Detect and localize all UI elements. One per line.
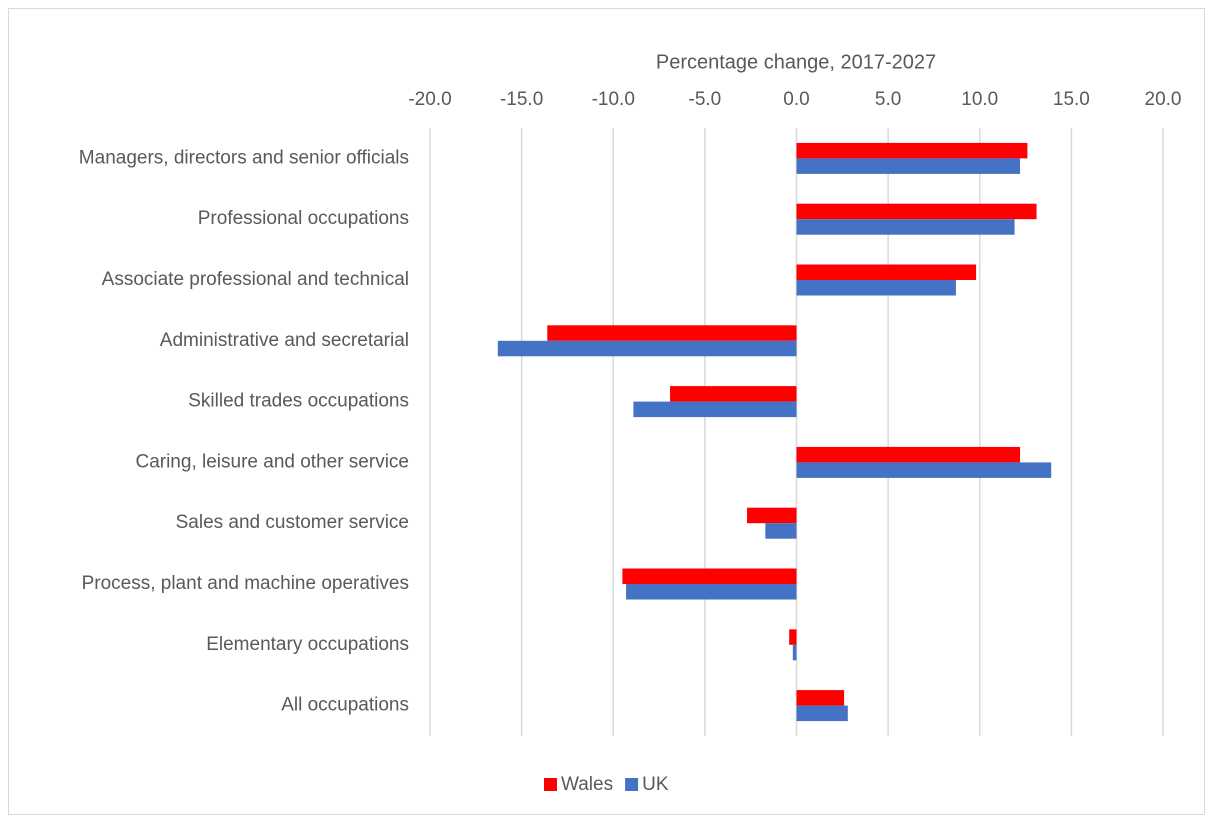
bar bbox=[789, 629, 797, 645]
x-tick-label: 15.0 bbox=[1053, 89, 1090, 110]
y-tick-label: Managers, directors and senior officials bbox=[79, 147, 409, 168]
bar bbox=[796, 690, 845, 706]
bar bbox=[633, 401, 797, 418]
x-tick-label: 10.0 bbox=[961, 89, 998, 110]
y-tick-label: Administrative and secretarial bbox=[160, 330, 409, 351]
x-tick-label: -5.0 bbox=[689, 89, 722, 110]
x-tick-label: 0.0 bbox=[783, 89, 809, 110]
y-tick-label: Process, plant and machine operatives bbox=[82, 573, 409, 594]
bar bbox=[796, 462, 1052, 478]
y-tick-label: Skilled trades occupations bbox=[188, 391, 409, 412]
y-tick-label: All occupations bbox=[281, 695, 409, 716]
bar bbox=[747, 507, 797, 524]
y-tick-label: Elementary occupations bbox=[206, 634, 409, 655]
legend-swatch bbox=[625, 778, 639, 791]
x-tick-label: 5.0 bbox=[875, 89, 901, 110]
bar bbox=[796, 219, 1015, 235]
legend-label: Wales bbox=[561, 774, 613, 795]
bar bbox=[497, 340, 797, 357]
x-tick-label: -15.0 bbox=[500, 89, 543, 110]
y-tick-label: Professional occupations bbox=[198, 208, 409, 229]
x-tick-label: -20.0 bbox=[408, 89, 451, 110]
x-tick-label: 20.0 bbox=[1145, 89, 1182, 110]
bar bbox=[670, 386, 797, 402]
bar bbox=[796, 158, 1021, 174]
bar bbox=[796, 142, 1028, 159]
y-tick-label: Associate professional and technical bbox=[102, 269, 409, 290]
bar bbox=[796, 203, 1037, 220]
bar bbox=[796, 264, 977, 280]
bar bbox=[547, 325, 797, 341]
bar bbox=[622, 568, 797, 584]
bar bbox=[765, 523, 797, 539]
chart-border bbox=[8, 8, 1205, 815]
bar bbox=[796, 446, 1021, 463]
y-tick-label: Sales and customer service bbox=[176, 512, 409, 533]
chart-title: Percentage change, 2017-2027 bbox=[656, 51, 936, 73]
bar bbox=[796, 705, 848, 722]
legend-label: UK bbox=[642, 774, 669, 795]
bar bbox=[626, 584, 797, 600]
bar bbox=[792, 644, 797, 661]
legend-swatch bbox=[544, 778, 557, 791]
y-tick-label: Caring, leisure and other service bbox=[135, 451, 409, 472]
x-tick-label: -10.0 bbox=[592, 89, 635, 110]
bar bbox=[796, 280, 956, 296]
